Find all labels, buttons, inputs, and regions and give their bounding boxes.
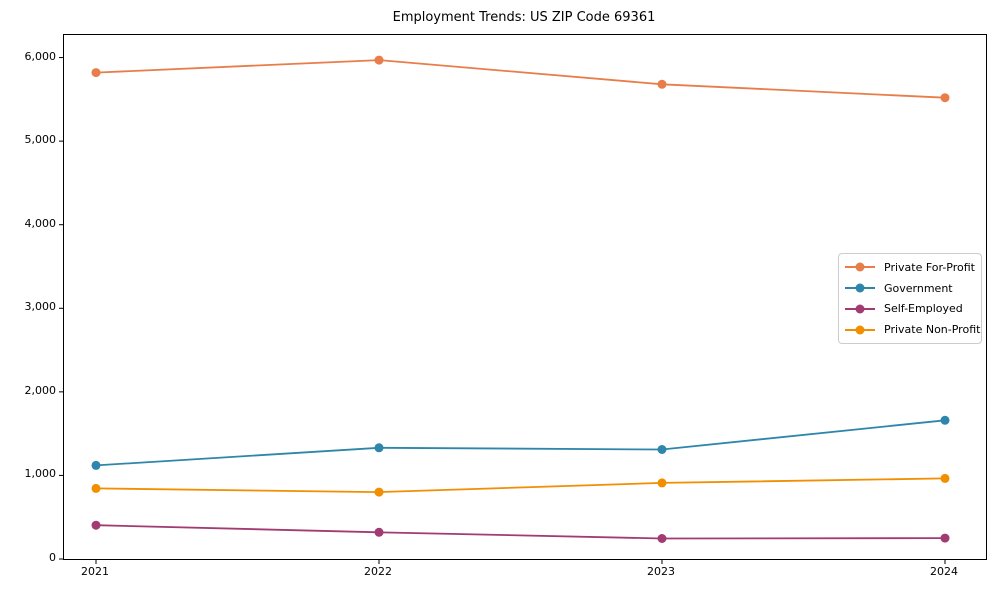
legend-swatch-icon [845,283,875,293]
legend-marker-icon [855,325,865,335]
data-point-self-employed-2024 [940,533,950,543]
data-point-private-for-profit-2021 [91,68,101,78]
data-point-private-non-profit-2021 [91,483,101,493]
legend-label: Private Non-Profit [884,323,981,337]
legend-marker-icon [855,283,865,293]
data-point-private-for-profit-2022 [374,55,384,65]
data-point-self-employed-2022 [374,527,384,537]
data-point-private-for-profit-2023 [657,79,667,89]
legend-swatch-icon [845,325,875,335]
y-tick-label: 1,000 [24,467,57,481]
data-point-government-2023 [657,445,667,454]
data-point-private-non-profit-2023 [657,478,667,488]
data-point-private-non-profit-2024 [940,473,950,483]
series-line-private-non-profit [95,477,946,494]
data-point-self-employed-2021 [91,520,101,530]
series-line-private-for-profit [95,59,946,99]
data-point-government-2021 [91,460,101,470]
series-line-government [95,419,946,467]
data-point-government-2024 [940,415,950,425]
data-point-government-2022 [374,443,384,453]
x-tick-label-2022: 2022 [364,565,392,578]
legend-swatch-icon [845,262,875,272]
legend-item-government: Government [845,278,975,298]
legend-label: Government [884,281,953,295]
x-tick-label-2021: 2021 [81,565,109,578]
series-line-self-employed [95,524,946,540]
plot-area [59,34,987,564]
x-tick-label-2024: 2024 [930,565,958,578]
y-tick-label: 5,000 [24,133,57,147]
chart-title: Employment Trends: US ZIP Code 69361 [392,10,656,25]
plot-canvas [59,55,950,564]
legend-item-private-for-profit: Private For-Profit [845,257,975,277]
legend-label: Private For-Profit [884,260,975,274]
y-tick-label: 4,000 [24,216,57,230]
y-tick-label: 2,000 [24,383,57,397]
legend-item-self-employed: Self-Employed [845,299,975,319]
legend-swatch-icon [845,304,875,314]
data-point-private-non-profit-2022 [374,487,384,497]
y-tick-label: 6,000 [24,49,57,63]
data-point-self-employed-2023 [657,534,667,543]
x-tick-label-2023: 2023 [647,565,675,578]
legend-marker-icon [855,304,865,314]
y-tick-label: 3,000 [24,300,57,314]
y-tick-label: 0 [49,551,56,564]
legend: Private For-Profit Government Self-Employe… [838,253,982,344]
data-point-private-for-profit-2024 [940,93,950,103]
legend-marker-icon [855,262,865,272]
legend-item-private-non-profit: Private Non-Profit [845,320,980,340]
legend-label: Self-Employed [884,302,963,316]
